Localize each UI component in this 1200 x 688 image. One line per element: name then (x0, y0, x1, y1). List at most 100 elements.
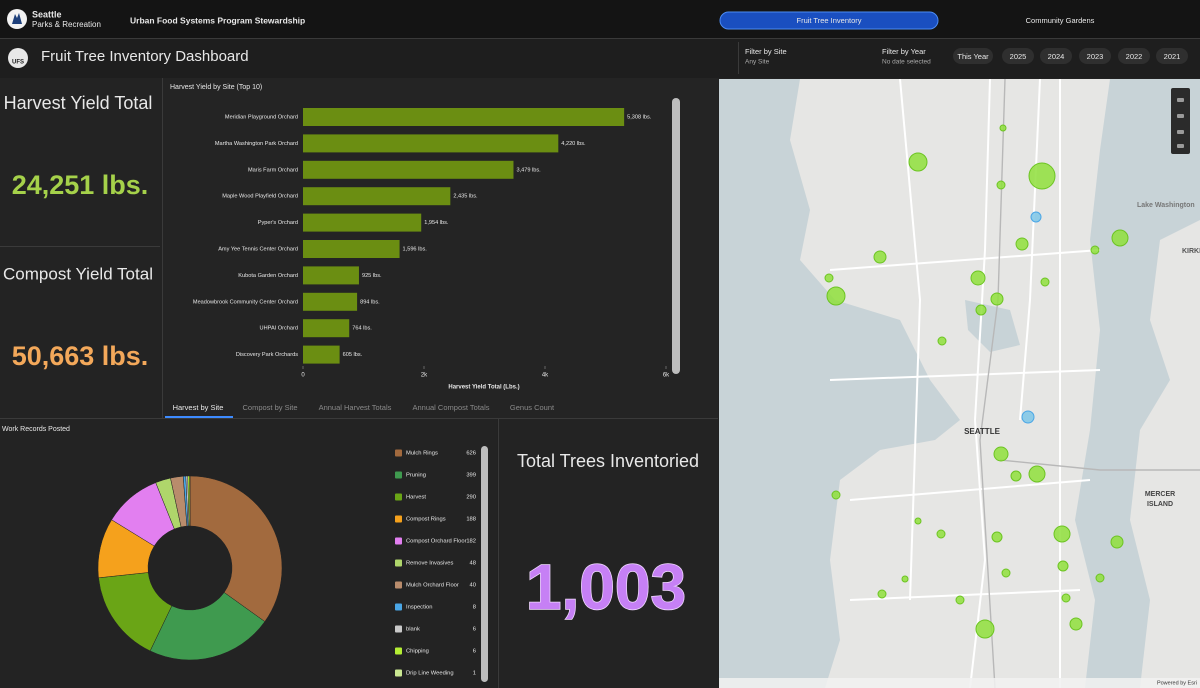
legend-label[interactable]: Remove Invasives (406, 561, 453, 567)
map-marker[interactable] (970, 270, 986, 286)
legend-swatch[interactable] (395, 493, 402, 501)
year-button-label[interactable]: 2021 (1164, 52, 1181, 61)
map-marker[interactable] (990, 292, 1004, 306)
legend-swatch[interactable] (395, 625, 402, 633)
chart-tab[interactable]: Genus Count (510, 403, 555, 412)
legend-label[interactable]: Inspection (406, 605, 432, 611)
map-control-icon[interactable] (1177, 130, 1184, 134)
scrollbar[interactable] (481, 446, 488, 682)
legend-swatch[interactable] (395, 669, 402, 677)
filter-label[interactable]: Filter by Year (882, 47, 926, 56)
chart-tab[interactable]: Annual Harvest Totals (319, 403, 392, 412)
legend-value[interactable]: 626 (466, 451, 476, 457)
map-marker[interactable] (826, 286, 846, 306)
map-marker[interactable] (1095, 573, 1105, 583)
map-controls[interactable] (1171, 88, 1190, 154)
legend-value[interactable]: 40 (470, 583, 476, 589)
chart-tab[interactable]: Annual Compost Totals (413, 403, 490, 412)
year-button-label[interactable]: This Year (957, 52, 989, 61)
legend-label[interactable]: Harvest (406, 495, 426, 501)
year-button-label[interactable]: 2022 (1126, 52, 1143, 61)
map-control-icon[interactable] (1177, 114, 1184, 118)
legend-swatch[interactable] (395, 471, 402, 479)
map-marker[interactable] (908, 152, 928, 172)
map-marker[interactable] (975, 619, 995, 639)
year-button-label[interactable]: 2023 (1087, 52, 1104, 61)
legend-label[interactable]: Pruning (406, 473, 426, 479)
map-marker[interactable] (1069, 617, 1083, 631)
legend-label[interactable]: Chipping (406, 649, 429, 655)
map-marker[interactable] (1061, 593, 1071, 603)
year-button[interactable] (1040, 48, 1072, 64)
map-marker[interactable] (1010, 470, 1022, 482)
map-marker[interactable] (936, 529, 946, 539)
map-marker[interactable] (1001, 568, 1011, 578)
legend-swatch[interactable] (395, 515, 402, 523)
year-button-label[interactable]: 2025 (1010, 52, 1027, 61)
legend-value[interactable]: 48 (470, 561, 476, 567)
map[interactable]: Lake Washington KIRKLAND SEATTLE MERCER ISLA… (719, 79, 1200, 688)
year-button[interactable] (1118, 48, 1150, 64)
legend-value[interactable]: 6 (473, 649, 476, 655)
tab-active-bg[interactable] (719, 11, 939, 30)
year-button-label[interactable]: 2024 (1048, 52, 1065, 61)
map-marker[interactable] (1053, 525, 1071, 543)
nav-tab[interactable]: Fruit Tree Inventory (796, 16, 861, 25)
map-marker[interactable] (1021, 410, 1035, 424)
map-marker[interactable] (873, 250, 887, 264)
map-marker[interactable] (937, 336, 947, 346)
map-marker[interactable] (901, 575, 909, 583)
legend-value[interactable]: 182 (466, 539, 476, 545)
map-marker[interactable] (1110, 535, 1124, 549)
filter-value[interactable]: Any Site (745, 59, 770, 66)
year-button[interactable] (1002, 48, 1034, 64)
map-marker[interactable] (991, 531, 1003, 543)
legend-swatch[interactable] (395, 449, 402, 457)
legend-label[interactable]: Drip Line Weeding (406, 671, 454, 677)
filter-value[interactable]: No date selected (882, 59, 931, 66)
legend-label[interactable]: Mulch Orchard Floor (406, 583, 459, 589)
map-marker[interactable] (955, 595, 965, 605)
map-marker[interactable] (877, 589, 887, 599)
legend-value[interactable]: 188 (466, 517, 476, 523)
map-marker[interactable] (1028, 162, 1056, 190)
legend-swatch[interactable] (395, 581, 402, 589)
map-marker[interactable] (996, 180, 1006, 190)
legend-value[interactable]: 290 (466, 495, 476, 501)
map-marker[interactable] (824, 273, 834, 283)
map-marker[interactable] (1040, 277, 1050, 287)
chart-tab[interactable]: Harvest by Site (173, 403, 224, 412)
legend-label[interactable]: blank (406, 627, 420, 633)
map-marker[interactable] (1057, 560, 1069, 572)
filter-label[interactable]: Filter by Site (745, 47, 787, 56)
year-button[interactable] (1079, 48, 1111, 64)
legend-value[interactable]: 399 (466, 473, 476, 479)
legend-swatch[interactable] (395, 647, 402, 655)
map-marker[interactable] (999, 124, 1007, 132)
nav-tab[interactable]: Community Gardens (1026, 16, 1095, 25)
legend-value[interactable]: 1 (473, 671, 476, 677)
legend-swatch[interactable] (395, 603, 402, 611)
legend-value[interactable]: 6 (473, 627, 476, 633)
map-marker[interactable] (1111, 229, 1129, 247)
map-marker[interactable] (914, 517, 922, 525)
year-button[interactable] (1156, 48, 1188, 64)
map-control-icon[interactable] (1177, 98, 1184, 102)
map-marker[interactable] (975, 304, 987, 316)
legend-swatch[interactable] (395, 537, 402, 545)
map-marker[interactable] (1090, 245, 1100, 255)
legend-label[interactable]: Compost Orchard Floor (406, 539, 467, 545)
legend-label[interactable]: Mulch Rings (406, 451, 438, 457)
legend-label[interactable]: Compost Rings (406, 517, 446, 523)
year-button[interactable] (953, 48, 993, 64)
chart-tab[interactable]: Compost by Site (242, 403, 297, 412)
map-marker[interactable] (993, 446, 1009, 462)
map-marker[interactable] (1030, 211, 1042, 223)
legend-value[interactable]: 8 (473, 605, 476, 611)
map-marker[interactable] (1028, 465, 1046, 483)
scrollbar[interactable] (672, 98, 680, 374)
map-control-icon[interactable] (1177, 144, 1184, 148)
legend-swatch[interactable] (395, 559, 402, 567)
map-marker[interactable] (831, 490, 841, 500)
map-marker[interactable] (1015, 237, 1029, 251)
